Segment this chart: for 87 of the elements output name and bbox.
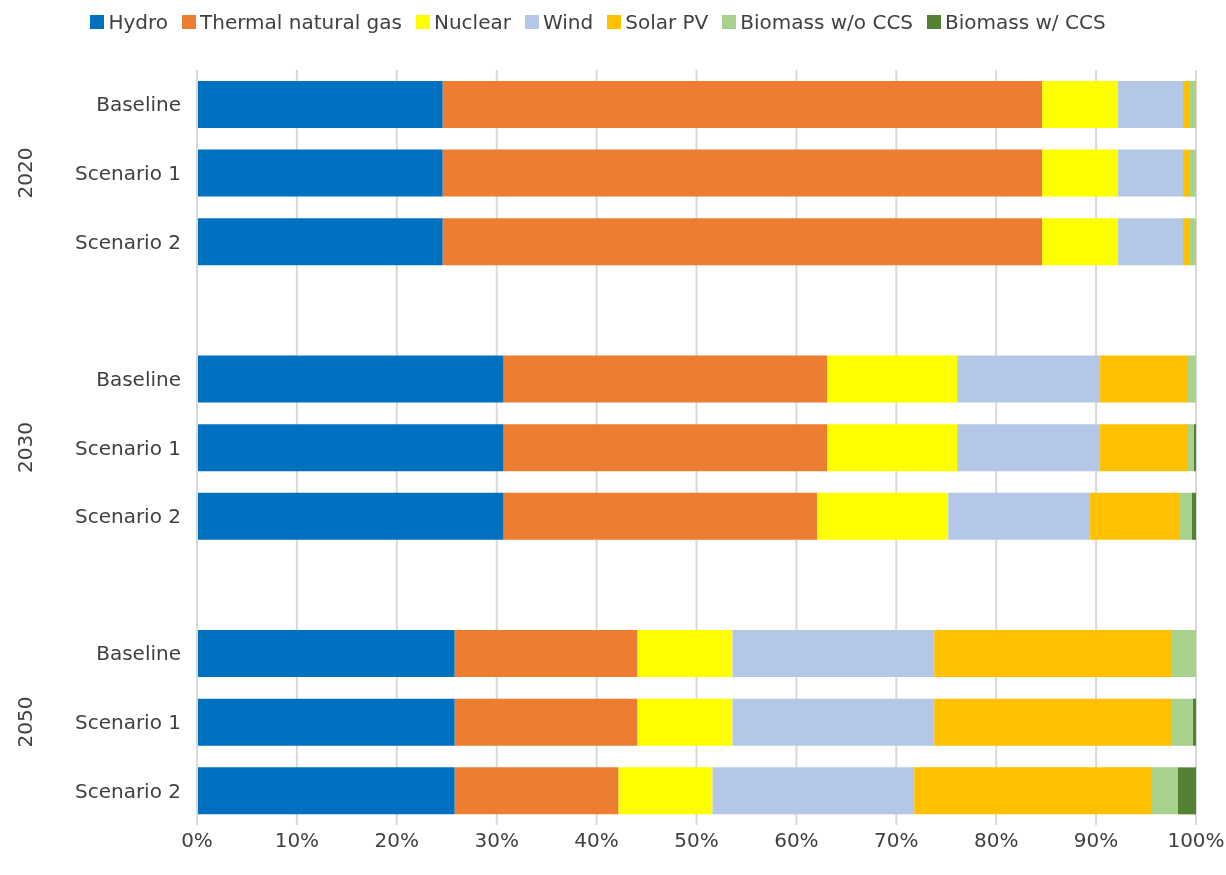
y-tick-label: Baseline xyxy=(96,641,181,666)
bar xyxy=(454,630,638,678)
bar xyxy=(1183,149,1191,197)
bar xyxy=(1042,80,1119,128)
bar xyxy=(957,355,1101,403)
bar xyxy=(732,698,935,746)
bar xyxy=(197,630,455,678)
x-tick-label: 80% xyxy=(973,828,1019,853)
x-tick-label: 0% xyxy=(181,828,213,853)
x-tick-label: 50% xyxy=(674,828,719,853)
bar xyxy=(934,630,1172,678)
bar xyxy=(618,767,713,815)
bar xyxy=(1188,355,1196,403)
text: 2020 xyxy=(13,147,37,199)
y-tick-label: Scenario 1 xyxy=(74,160,181,185)
text: 2030 xyxy=(13,422,37,473)
bar xyxy=(732,630,935,678)
bar xyxy=(442,149,1043,197)
legend-label: Hydro xyxy=(108,10,169,34)
bar xyxy=(1190,149,1196,197)
bar xyxy=(1192,492,1196,540)
bar xyxy=(1171,630,1196,678)
bar xyxy=(637,698,733,746)
bar xyxy=(827,355,958,403)
bar xyxy=(1190,80,1196,128)
bar xyxy=(454,698,638,746)
bar xyxy=(827,424,958,472)
bar xyxy=(1042,218,1119,266)
bar xyxy=(1183,80,1191,128)
x-tick-label: 10% xyxy=(274,828,320,853)
bar xyxy=(1171,698,1193,746)
bar xyxy=(1179,492,1192,540)
bar xyxy=(1118,218,1184,266)
y-tick-label: Scenario 1 xyxy=(74,435,181,460)
x-tick-label: 30% xyxy=(474,828,519,853)
bar xyxy=(1178,767,1196,815)
legend-label: Biomass w/o CCS xyxy=(740,10,914,34)
bar xyxy=(442,218,1043,266)
bar xyxy=(1100,424,1189,472)
bar xyxy=(637,630,733,678)
bar xyxy=(1188,424,1194,472)
bar xyxy=(1100,355,1189,403)
y-tick-label: Scenario 2 xyxy=(74,504,181,529)
y-tick-label: Scenario 2 xyxy=(74,778,181,803)
bar xyxy=(948,492,1091,540)
bar xyxy=(503,424,828,472)
bar xyxy=(914,767,1152,815)
bar xyxy=(197,355,504,403)
bar xyxy=(197,767,455,815)
legend-label: Solar PV xyxy=(625,10,709,34)
legend-label: Biomass w/ CCS xyxy=(945,10,1106,34)
legend-label: Thermal natural gas xyxy=(200,10,402,34)
bar xyxy=(197,698,455,746)
bar xyxy=(1183,218,1191,266)
bar xyxy=(197,492,504,540)
bar xyxy=(197,80,443,128)
legend-label: Wind xyxy=(542,10,594,34)
x-tick-label: 90% xyxy=(1073,828,1119,853)
bar xyxy=(1193,698,1196,746)
legend-label: Nuclear xyxy=(433,10,511,34)
bar xyxy=(712,767,915,815)
bar xyxy=(197,149,443,197)
bar xyxy=(1151,767,1179,815)
bar xyxy=(817,492,949,540)
y-tick-label: Baseline xyxy=(96,92,181,117)
y-tick-label: Scenario 2 xyxy=(74,229,181,254)
bar xyxy=(1190,218,1196,266)
bar xyxy=(454,767,619,815)
text: 2050 xyxy=(13,696,37,748)
bar xyxy=(934,698,1172,746)
bar xyxy=(1118,80,1184,128)
bar xyxy=(503,492,818,540)
bar xyxy=(503,355,828,403)
y-tick-label: Scenario 1 xyxy=(74,710,181,735)
bar xyxy=(1118,149,1184,197)
bar xyxy=(442,80,1043,128)
bar xyxy=(197,218,443,266)
x-tick-label: 40% xyxy=(574,828,619,853)
x-tick-label: 20% xyxy=(374,828,420,853)
bar xyxy=(957,424,1101,472)
bar xyxy=(1042,149,1119,197)
y-tick-label: Baseline xyxy=(96,366,181,391)
x-tick-label: 100% xyxy=(1167,828,1225,853)
x-tick-label: 70% xyxy=(874,828,919,853)
bar xyxy=(197,424,504,472)
bar xyxy=(1090,492,1180,540)
x-tick-label: 60% xyxy=(774,828,819,853)
